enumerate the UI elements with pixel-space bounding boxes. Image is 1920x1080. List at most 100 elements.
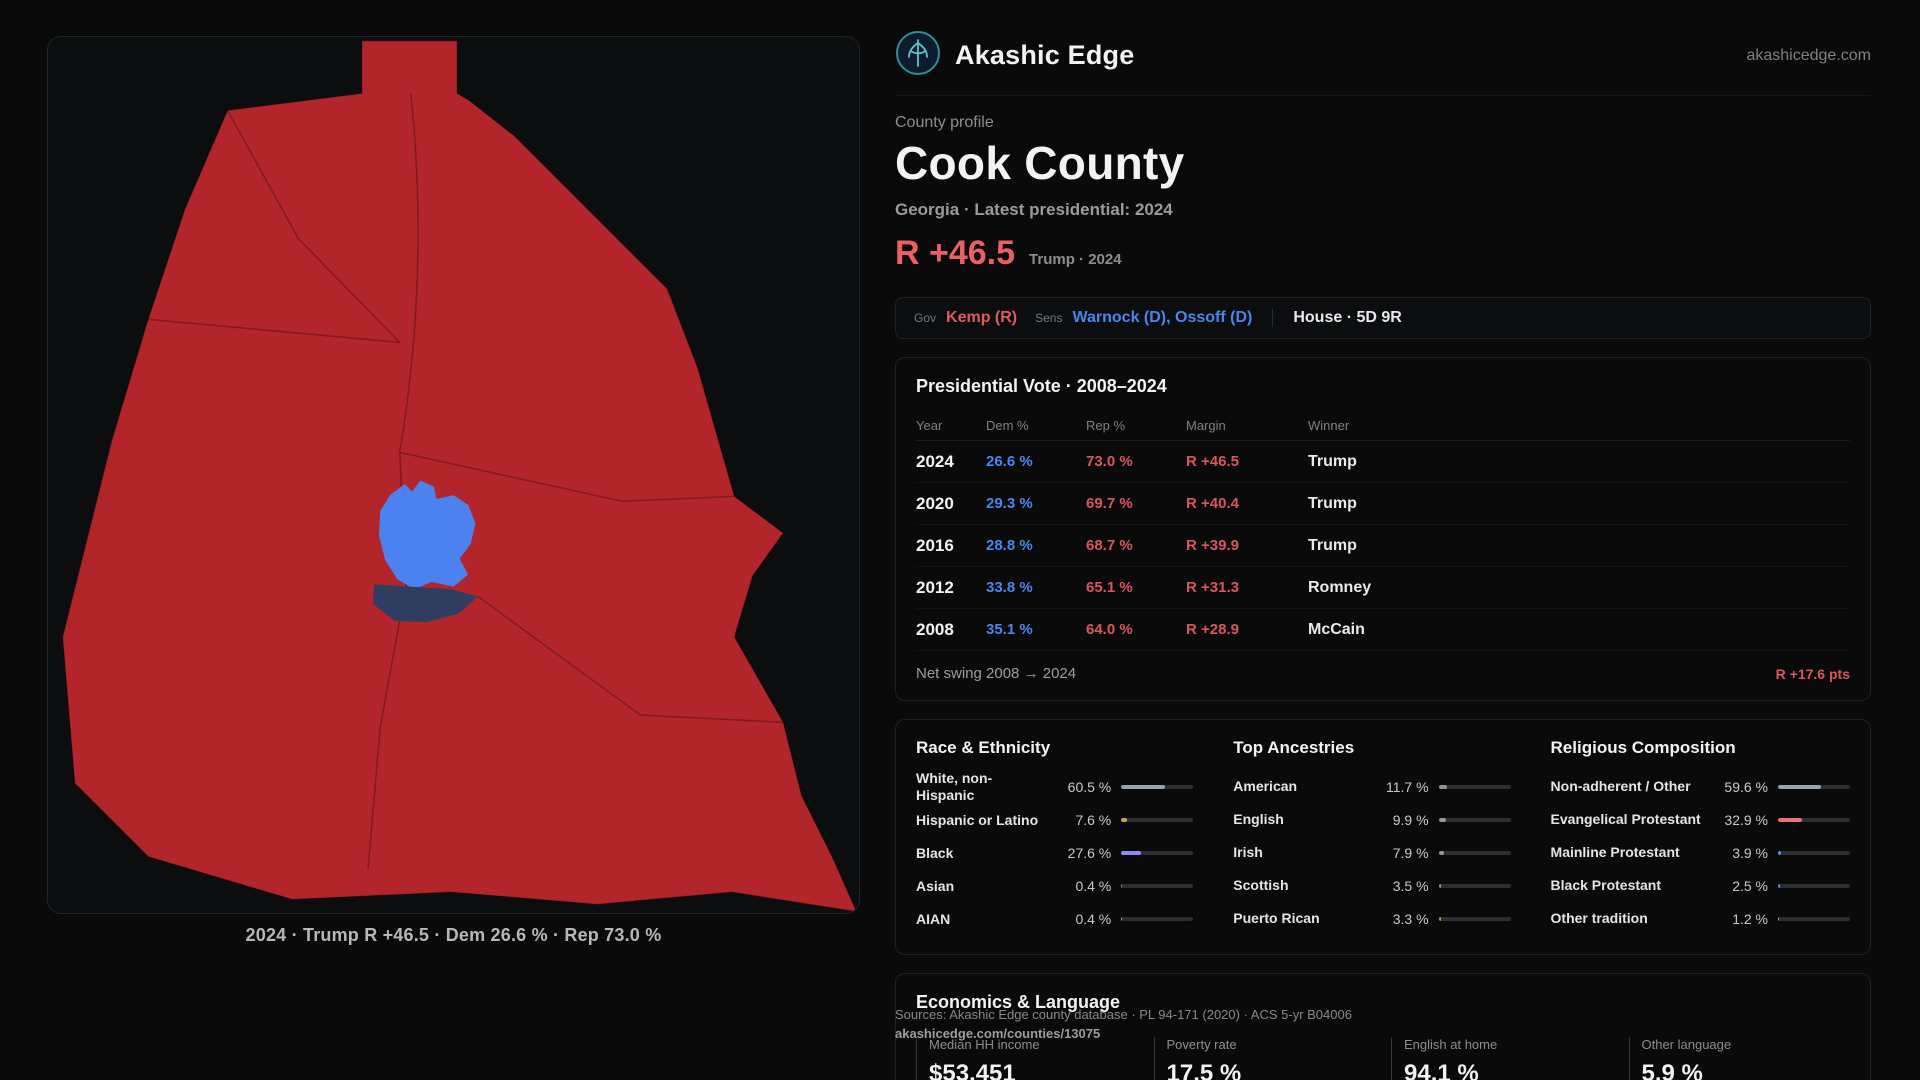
county-map-panel <box>47 36 860 914</box>
vote-year: 2012 <box>916 577 954 597</box>
demo-bar <box>1778 784 1850 789</box>
econ-metric-label: Median HH income <box>929 1036 1040 1052</box>
demo-label: Non-adherent / Other <box>1550 778 1691 795</box>
demo-label: Black <box>916 844 954 861</box>
econ-metric-value: 17.5 % <box>1166 1059 1242 1080</box>
demo-label: Scottish <box>1233 877 1289 894</box>
vote-year: 2020 <box>916 493 954 513</box>
demo-row: Non-adherent / Other 59.6 % <box>1551 770 1850 803</box>
margin-context: Trump · 2024 <box>1029 251 1122 268</box>
econ-metric-label: Other language <box>1641 1036 1732 1052</box>
econ-metric: Median HH income $53,451 <box>916 1036 1138 1080</box>
demo-label: American <box>1233 778 1298 795</box>
demo-value: 9.9 % <box>1392 811 1429 828</box>
race-title: Race & Ethnicity <box>916 738 1051 757</box>
brand-name: Akashic Edge <box>955 40 1135 70</box>
race-rows: White, non-Hispanic 60.5 % Hispanic or Lat… <box>916 770 1194 936</box>
demo-bar-fill <box>1778 916 1779 921</box>
demo-label: Other tradition <box>1550 910 1648 927</box>
demo-row: Evangelical Protestant 32.9 % <box>1551 803 1850 836</box>
economics-card: Economics & Language Median HH income $53… <box>895 972 1871 1080</box>
demo-row: White, non-Hispanic 60.5 % <box>916 770 1194 804</box>
demo-bar <box>1778 916 1850 921</box>
vote-table-body: 2024 26.6 % 73.0 % R +46.5 Trump 2020 29.3 % 69… <box>916 441 1850 651</box>
econ-metric-value: 5.9 % <box>1641 1059 1703 1080</box>
demo-bar-fill <box>1778 883 1780 888</box>
demo-row: Black 27.6 % <box>916 837 1194 870</box>
religion-column: Religious Composition Non-adherent / Oth… <box>1551 738 1850 936</box>
permalink[interactable]: akashicedge.com/counties/13075 <box>895 1026 1101 1041</box>
demo-bar <box>1778 883 1850 888</box>
demo-value: 59.6 % <box>1724 778 1768 795</box>
vote-margin: R +40.4 <box>1186 495 1239 512</box>
vote-col-header: Rep % <box>1086 418 1126 433</box>
econ-metric-value: 94.1 % <box>1404 1059 1479 1080</box>
demo-label: Hispanic or Latino <box>916 811 1039 828</box>
demo-label: Evangelical Protestant <box>1550 811 1701 828</box>
demo-bar-fill <box>1438 817 1446 822</box>
econ-metric-label: Poverty rate <box>1166 1036 1237 1052</box>
vote-margin: R +46.5 <box>1186 453 1239 470</box>
demo-bar <box>1121 917 1194 922</box>
governor-link[interactable]: Kemp (R) <box>946 309 1018 326</box>
demo-bar-fill <box>1438 784 1447 789</box>
demo-value: 2.5 % <box>1732 877 1768 894</box>
demo-row: AIAN 0.4 % <box>916 903 1194 936</box>
vote-margin: R +31.3 <box>1186 579 1239 596</box>
economics-title: Economics & Language <box>916 991 1121 1012</box>
vote-year: 2008 <box>916 619 954 639</box>
vote-col-header: Margin <box>1186 418 1226 433</box>
vote-rep-pct: 68.7 % <box>1086 537 1133 554</box>
vote-dem-pct: 28.8 % <box>986 537 1033 554</box>
ancestry-rows: American 11.7 % English 9.9 % Irish 7.9 % Scot… <box>1233 770 1511 935</box>
demo-bar-fill <box>1121 851 1142 856</box>
vote-year: 2016 <box>916 535 954 555</box>
demo-row: English 9.9 % <box>1233 803 1511 836</box>
vote-col-header: Winner <box>1308 418 1350 433</box>
demo-row: Black Protestant 2.5 % <box>1551 869 1850 902</box>
demo-value: 27.6 % <box>1067 845 1112 862</box>
brand-domain-link[interactable]: akashicedge.com <box>1746 46 1871 64</box>
demo-bar <box>1778 817 1850 822</box>
econ-metric-label: English at home <box>1404 1036 1498 1052</box>
county-subtitle: Georgia · Latest presidential: 2024 <box>895 200 1173 219</box>
city-precinct[interactable] <box>378 480 476 590</box>
demo-row: Other tradition 1.2 % <box>1551 902 1850 935</box>
margin-value: R +46.5 <box>895 234 1016 272</box>
south-precinct[interactable] <box>372 584 478 623</box>
demo-row: Asian 0.4 % <box>916 870 1194 903</box>
county-shape[interactable] <box>62 40 858 913</box>
demo-row: Mainline Protestant 3.9 % <box>1551 836 1850 869</box>
demo-label: White, non-Hispanic <box>916 770 993 803</box>
demo-bar <box>1438 817 1511 822</box>
econ-metric: Poverty rate 17.5 % <box>1153 1036 1376 1080</box>
vote-row: 2008 35.1 % 64.0 % R +28.9 McCain <box>916 609 1850 651</box>
vote-dem-pct: 33.8 % <box>986 579 1033 596</box>
vote-row: 2024 26.6 % 73.0 % R +46.5 Trump <box>916 441 1850 483</box>
right-column: Akashic Edge akashicedge.com County prof… <box>895 0 1871 1080</box>
race-column: Race & Ethnicity White, non-Hispanic 60.5… <box>916 738 1194 936</box>
brand-logo-icon <box>895 30 941 81</box>
demo-value: 0.4 % <box>1075 878 1112 895</box>
vote-winner: McCain <box>1308 620 1365 638</box>
net-swing-label: Net swing 2008 → 2024 <box>916 665 1077 682</box>
demographics-card: Race & Ethnicity White, non-Hispanic 60.5… <box>895 719 1871 955</box>
vote-year: 2024 <box>916 451 954 471</box>
demo-value: 7.9 % <box>1392 844 1429 861</box>
vote-row: 2016 28.8 % 68.7 % R +39.9 Trump <box>916 525 1850 567</box>
net-swing-value: R +17.6 pts <box>1775 665 1850 682</box>
demo-label: Asian <box>916 877 955 894</box>
demo-bar-fill <box>1778 850 1781 855</box>
demo-bar <box>1121 884 1194 889</box>
demo-bar-fill <box>1778 784 1821 789</box>
vote-row: 2020 29.3 % 69.7 % R +40.4 Trump <box>916 483 1850 525</box>
demo-row: American 11.7 % <box>1233 770 1511 803</box>
demo-row: Scottish 3.5 % <box>1233 869 1511 902</box>
demo-bar <box>1438 916 1511 921</box>
demo-bar <box>1121 784 1194 789</box>
demo-bar <box>1121 818 1194 823</box>
senators-link[interactable]: Warnock (D), Ossoff (D) <box>1072 309 1253 326</box>
vote-rep-pct: 65.1 % <box>1086 579 1133 596</box>
net-swing-row: Net swing 2008 → 2024 R +17.6 pts <box>916 665 1850 682</box>
